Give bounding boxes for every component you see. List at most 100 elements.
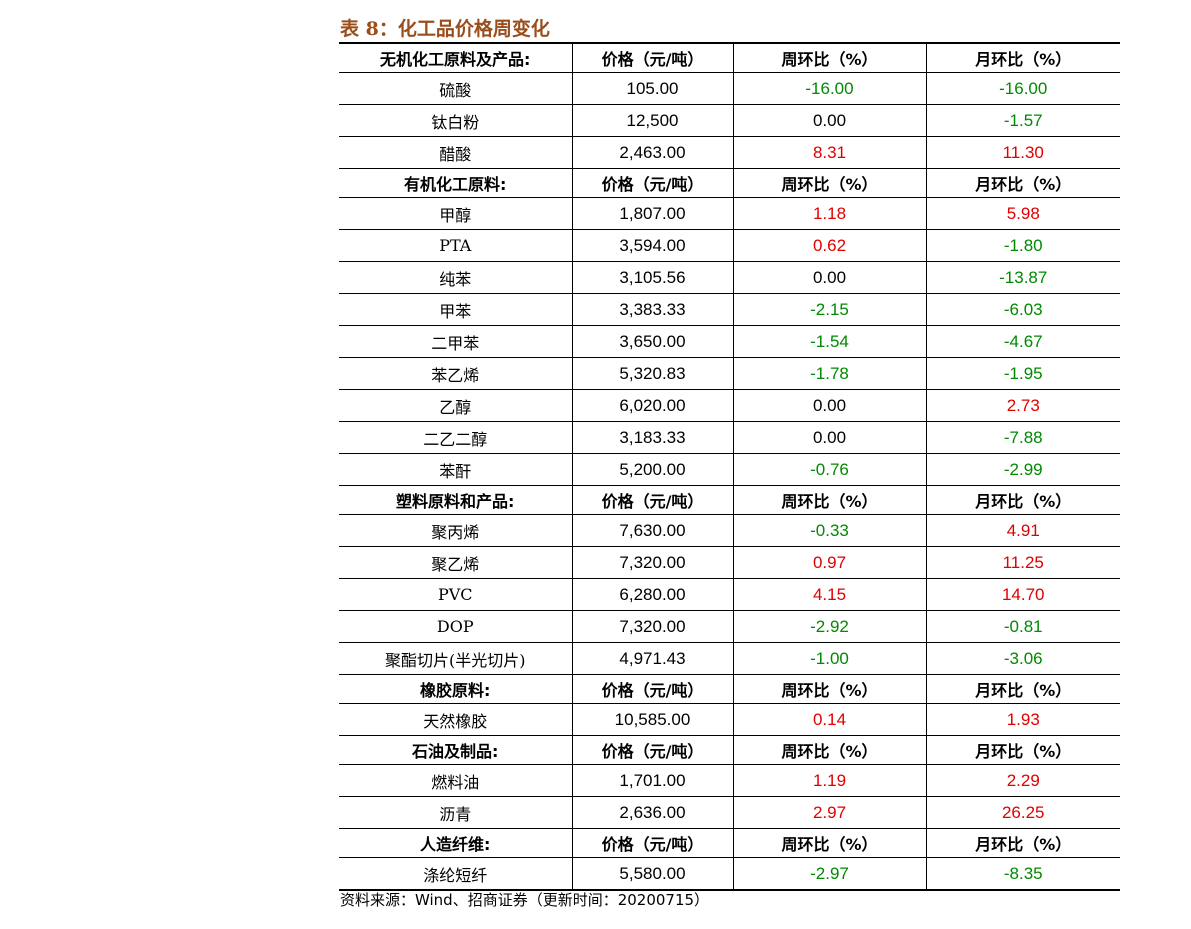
product-name: 聚丙烯	[339, 514, 573, 547]
table-row: 乙醇 6,020.00 0.00 2.73	[339, 389, 1120, 422]
product-name: 二乙二醇	[339, 421, 573, 454]
monthly-change-header: 月环比（%）	[926, 735, 1120, 765]
section-category-header: 石油及制品:	[339, 735, 573, 765]
price-table: 无机化工原料及产品: 价格（元/吨） 周环比（%） 月环比（%） 硫酸 105.00 -16…	[339, 42, 1120, 891]
product-name: 沥青	[339, 796, 573, 829]
weekly-change-cell: 1.19	[733, 764, 927, 797]
weekly-change-cell: -1.78	[733, 357, 927, 390]
price-cell: 7,320.00	[572, 610, 734, 643]
product-name: DOP	[339, 610, 573, 643]
table-row: 聚丙烯 7,630.00 -0.33 4.91	[339, 514, 1120, 547]
price-cell: 10,585.00	[572, 703, 734, 736]
price-column-header: 价格（元/吨）	[572, 735, 734, 765]
monthly-change-cell: 11.30	[926, 136, 1120, 169]
table-row: PTA 3,594.00 0.62 -1.80	[339, 229, 1120, 262]
product-name: 涤纶短纤	[339, 857, 573, 891]
monthly-change-cell: -7.88	[926, 421, 1120, 454]
monthly-change-cell: -2.99	[926, 453, 1120, 486]
table-row: 燃料油 1,701.00 1.19 2.29	[339, 764, 1120, 797]
price-cell: 2,636.00	[572, 796, 734, 829]
price-cell: 1,807.00	[572, 197, 734, 230]
monthly-change-cell: 5.98	[926, 197, 1120, 230]
price-cell: 6,020.00	[572, 389, 734, 422]
section-header-row: 橡胶原料: 价格（元/吨） 周环比（%） 月环比（%）	[339, 674, 1120, 704]
weekly-change-cell: -2.97	[733, 857, 927, 891]
weekly-change-cell: -2.15	[733, 293, 927, 326]
price-cell: 4,971.43	[572, 642, 734, 675]
table-row: 沥青 2,636.00 2.97 26.25	[339, 796, 1120, 829]
price-cell: 1,701.00	[572, 764, 734, 797]
monthly-change-header: 月环比（%）	[926, 674, 1120, 704]
weekly-change-header: 周环比（%）	[733, 674, 927, 704]
monthly-change-cell: 2.73	[926, 389, 1120, 422]
weekly-change-cell: 1.18	[733, 197, 927, 230]
table-row: 钛白粉 12,500 0.00 -1.57	[339, 104, 1120, 137]
weekly-change-cell: -0.33	[733, 514, 927, 547]
price-cell: 7,320.00	[572, 546, 734, 579]
price-cell: 3,183.33	[572, 421, 734, 454]
table-row: 纯苯 3,105.56 0.00 -13.87	[339, 261, 1120, 294]
monthly-change-cell: -13.87	[926, 261, 1120, 294]
price-cell: 5,320.83	[572, 357, 734, 390]
weekly-change-cell: 0.00	[733, 104, 927, 137]
price-table-body: 无机化工原料及产品: 价格（元/吨） 周环比（%） 月环比（%） 硫酸 105.00 -16…	[339, 42, 1120, 891]
monthly-change-header: 月环比（%）	[926, 42, 1120, 73]
product-name: 天然橡胶	[339, 703, 573, 736]
weekly-change-cell: 0.00	[733, 421, 927, 454]
table-row: 苯乙烯 5,320.83 -1.78 -1.95	[339, 357, 1120, 390]
source-note: 资料来源：Wind、招商证券（更新时间：20200715）	[340, 891, 710, 909]
weekly-change-cell: -16.00	[733, 72, 927, 105]
weekly-change-header: 周环比（%）	[733, 828, 927, 858]
section-category-header: 无机化工原料及产品:	[339, 42, 573, 73]
monthly-change-header: 月环比（%）	[926, 168, 1120, 198]
weekly-change-header: 周环比（%）	[733, 485, 927, 515]
monthly-change-cell: 4.91	[926, 514, 1120, 547]
table-row: 聚酯切片(半光切片) 4,971.43 -1.00 -3.06	[339, 642, 1120, 675]
product-name: 乙醇	[339, 389, 573, 422]
product-name: 甲苯	[339, 293, 573, 326]
monthly-change-cell: -1.57	[926, 104, 1120, 137]
table-title: 表 8：化工品价格周变化	[340, 18, 550, 40]
weekly-change-cell: 0.97	[733, 546, 927, 579]
monthly-change-cell: -0.81	[926, 610, 1120, 643]
weekly-change-cell: 0.14	[733, 703, 927, 736]
weekly-change-cell: -1.00	[733, 642, 927, 675]
product-name: PTA	[339, 229, 573, 262]
monthly-change-cell: -1.80	[926, 229, 1120, 262]
price-cell: 12,500	[572, 104, 734, 137]
product-name: 燃料油	[339, 764, 573, 797]
price-cell: 6,280.00	[572, 578, 734, 611]
price-cell: 2,463.00	[572, 136, 734, 169]
weekly-change-cell: 2.97	[733, 796, 927, 829]
monthly-change-cell: 1.93	[926, 703, 1120, 736]
weekly-change-cell: 0.00	[733, 389, 927, 422]
monthly-change-cell: 14.70	[926, 578, 1120, 611]
product-name: 醋酸	[339, 136, 573, 169]
price-cell: 5,580.00	[572, 857, 734, 891]
table-row: 甲苯 3,383.33 -2.15 -6.03	[339, 293, 1120, 326]
table-row: 苯酐 5,200.00 -0.76 -2.99	[339, 453, 1120, 486]
table-row: 硫酸 105.00 -16.00 -16.00	[339, 72, 1120, 105]
product-name: 纯苯	[339, 261, 573, 294]
monthly-change-cell: -3.06	[926, 642, 1120, 675]
weekly-change-header: 周环比（%）	[733, 42, 927, 73]
monthly-change-header: 月环比（%）	[926, 485, 1120, 515]
monthly-change-cell: -4.67	[926, 325, 1120, 358]
section-header-row: 塑料原料和产品: 价格（元/吨） 周环比（%） 月环比（%）	[339, 485, 1120, 515]
product-name: 钛白粉	[339, 104, 573, 137]
product-name: 聚酯切片(半光切片)	[339, 642, 573, 675]
price-column-header: 价格（元/吨）	[572, 485, 734, 515]
price-column-header: 价格（元/吨）	[572, 828, 734, 858]
price-cell: 5,200.00	[572, 453, 734, 486]
table-row: 涤纶短纤 5,580.00 -2.97 -8.35	[339, 857, 1120, 891]
product-name: 苯酐	[339, 453, 573, 486]
weekly-change-cell: 0.00	[733, 261, 927, 294]
table-row: DOP 7,320.00 -2.92 -0.81	[339, 610, 1120, 643]
table-row: 聚乙烯 7,320.00 0.97 11.25	[339, 546, 1120, 579]
price-cell: 105.00	[572, 72, 734, 105]
section-category-header: 塑料原料和产品:	[339, 485, 573, 515]
table-row: PVC 6,280.00 4.15 14.70	[339, 578, 1120, 611]
price-cell: 3,594.00	[572, 229, 734, 262]
monthly-change-cell: -16.00	[926, 72, 1120, 105]
price-column-header: 价格（元/吨）	[572, 674, 734, 704]
